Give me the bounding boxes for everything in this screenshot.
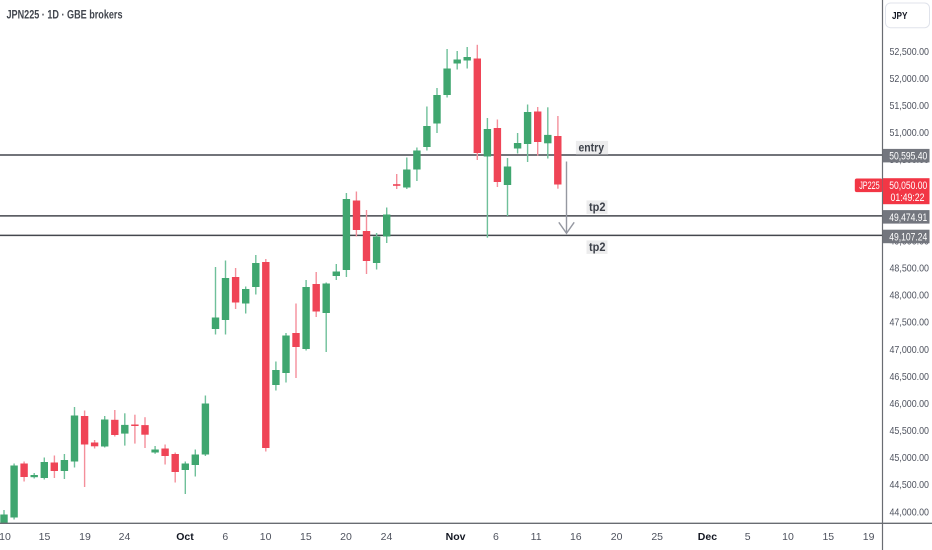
svg-text:10: 10 bbox=[0, 531, 11, 543]
svg-text:52,500.00: 52,500.00 bbox=[890, 46, 930, 58]
svg-text:25: 25 bbox=[651, 531, 663, 543]
svg-text:01:49:22: 01:49:22 bbox=[891, 192, 925, 204]
svg-text:46,000.00: 46,000.00 bbox=[890, 398, 930, 410]
svg-text:entry: entry bbox=[579, 141, 605, 155]
svg-text:Oct: Oct bbox=[176, 531, 194, 543]
svg-text:49,474.91: 49,474.91 bbox=[889, 212, 927, 224]
svg-text:6: 6 bbox=[222, 531, 228, 543]
svg-text:24: 24 bbox=[381, 531, 393, 543]
svg-text:20: 20 bbox=[340, 531, 352, 543]
svg-text:6: 6 bbox=[493, 531, 499, 543]
svg-text:15: 15 bbox=[822, 531, 834, 543]
svg-text:JPY: JPY bbox=[892, 10, 908, 22]
svg-text:50,595.40: 50,595.40 bbox=[889, 151, 927, 163]
svg-text:Nov: Nov bbox=[446, 531, 466, 543]
svg-text:51,000.00: 51,000.00 bbox=[890, 127, 930, 139]
svg-text:44,000.00: 44,000.00 bbox=[890, 506, 930, 518]
svg-text:48,000.00: 48,000.00 bbox=[890, 290, 930, 302]
svg-text:15: 15 bbox=[39, 531, 51, 543]
svg-text:20: 20 bbox=[611, 531, 623, 543]
svg-text:10: 10 bbox=[260, 531, 272, 543]
svg-text:50,050.00: 50,050.00 bbox=[889, 180, 927, 192]
svg-text:48,500.00: 48,500.00 bbox=[890, 263, 930, 275]
svg-text:52,000.00: 52,000.00 bbox=[890, 73, 930, 85]
svg-text:24: 24 bbox=[119, 531, 131, 543]
svg-text:5: 5 bbox=[745, 531, 751, 543]
svg-text:46,500.00: 46,500.00 bbox=[890, 371, 930, 383]
svg-text:11: 11 bbox=[531, 531, 542, 543]
svg-text:15: 15 bbox=[300, 531, 312, 543]
svg-text:19: 19 bbox=[863, 531, 875, 543]
svg-text:10: 10 bbox=[782, 531, 794, 543]
svg-text:49,107.24: 49,107.24 bbox=[889, 232, 927, 244]
svg-text:47,000.00: 47,000.00 bbox=[890, 344, 930, 356]
svg-text:16: 16 bbox=[570, 531, 582, 543]
svg-text:47,500.00: 47,500.00 bbox=[890, 317, 930, 329]
svg-text:JP225: JP225 bbox=[859, 180, 880, 192]
svg-text:JPN225 · 1D · GBE brokers: JPN225 · 1D · GBE brokers bbox=[7, 9, 123, 21]
svg-text:19: 19 bbox=[79, 531, 91, 543]
svg-text:44,500.00: 44,500.00 bbox=[890, 479, 930, 491]
svg-text:45,000.00: 45,000.00 bbox=[890, 452, 930, 464]
svg-text:Dec: Dec bbox=[698, 531, 717, 543]
svg-text:45,500.00: 45,500.00 bbox=[890, 425, 930, 437]
svg-text:51,500.00: 51,500.00 bbox=[890, 100, 930, 112]
svg-text:tp2: tp2 bbox=[589, 200, 606, 214]
svg-text:tp2: tp2 bbox=[589, 240, 606, 254]
